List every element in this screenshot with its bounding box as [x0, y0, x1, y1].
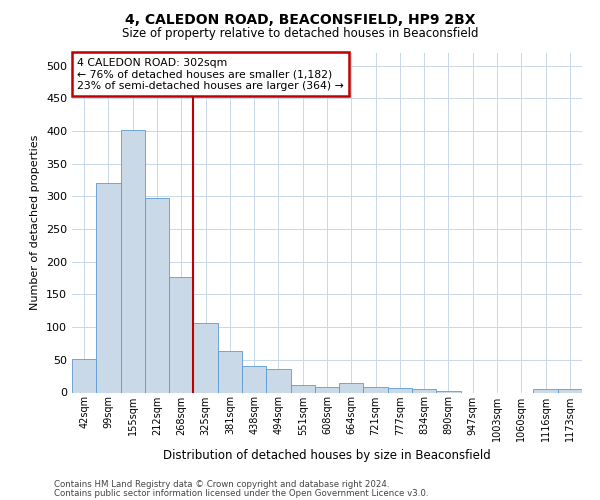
Bar — [121, 130, 145, 392]
Bar — [315, 388, 339, 392]
Bar — [169, 278, 193, 392]
Y-axis label: Number of detached properties: Number of detached properties — [31, 135, 40, 310]
Bar — [412, 389, 436, 392]
Text: 4, CALEDON ROAD, BEACONSFIELD, HP9 2BX: 4, CALEDON ROAD, BEACONSFIELD, HP9 2BX — [125, 12, 475, 26]
Text: Size of property relative to detached houses in Beaconsfield: Size of property relative to detached ho… — [122, 28, 478, 40]
Bar — [242, 366, 266, 392]
Text: Contains HM Land Registry data © Crown copyright and database right 2024.: Contains HM Land Registry data © Crown c… — [54, 480, 389, 489]
Text: 4 CALEDON ROAD: 302sqm
← 76% of detached houses are smaller (1,182)
23% of semi-: 4 CALEDON ROAD: 302sqm ← 76% of detached… — [77, 58, 344, 91]
Bar — [290, 386, 315, 392]
Bar — [72, 358, 96, 392]
Bar — [193, 322, 218, 392]
Bar — [266, 369, 290, 392]
Bar — [96, 184, 121, 392]
Text: Contains public sector information licensed under the Open Government Licence v3: Contains public sector information licen… — [54, 489, 428, 498]
Bar — [388, 388, 412, 392]
Bar — [218, 352, 242, 393]
Bar — [558, 389, 582, 392]
Bar — [339, 384, 364, 392]
Bar — [533, 389, 558, 392]
Bar — [145, 198, 169, 392]
X-axis label: Distribution of detached houses by size in Beaconsfield: Distribution of detached houses by size … — [163, 449, 491, 462]
Bar — [436, 391, 461, 392]
Bar — [364, 386, 388, 392]
